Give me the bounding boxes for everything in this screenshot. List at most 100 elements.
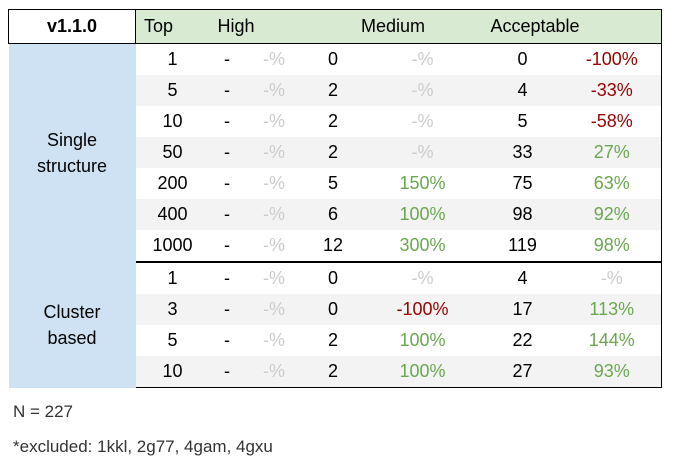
medium-pct-cell: -% (411, 111, 434, 131)
high-cell: - (224, 49, 230, 69)
table-body: Single structure 1- -% 0 -% 0 -100% 5- -% 2 -% 4 -33%… (8, 43, 662, 388)
acceptable-pct-cell: 63% (562, 168, 662, 199)
high-pct-cell: -% (244, 356, 304, 388)
medium-pct-cell: 100% (362, 199, 483, 230)
medium-pct-cell: -% (362, 75, 483, 106)
medium-pct-cell: -% (411, 268, 434, 288)
high-pct-cell: -% (244, 199, 304, 230)
high-cell: - (224, 111, 230, 131)
acceptable-cell: 98 (482, 199, 563, 230)
high-cell: - (224, 268, 230, 288)
high-pct-cell: -% (244, 75, 304, 106)
top-cell: 1000 (135, 230, 210, 263)
group-label-line: based (47, 327, 97, 348)
sample-size-note: N = 227 (13, 402, 74, 421)
group-label: Cluster based (8, 262, 136, 388)
header-row: v1.1.0 Top High Medium Acceptable (8, 9, 662, 44)
table-row: 3- -% 0 -100% 17 113% (9, 294, 662, 325)
acceptable-pct-cell: 93% (562, 356, 662, 388)
high-pct-cell: -% (263, 330, 285, 350)
table-row: 10 - -% 2 -% 5 -58% (9, 106, 662, 137)
acceptable-cell: 17 (482, 294, 563, 325)
high-cell: - (224, 330, 230, 350)
medium-pct-cell: -100% (362, 294, 483, 325)
medium-pct-cell: 150% (399, 173, 446, 193)
acceptable-pct-cell: 98% (562, 230, 662, 263)
top-cell: 200 (157, 173, 188, 193)
medium-header: Medium (303, 9, 483, 44)
high-cell: - (209, 137, 245, 168)
high-pct-cell: -% (263, 268, 285, 288)
table-row: 10- -% 2 100% 27 93% (9, 356, 662, 388)
acceptable-pct-cell: -58% (562, 106, 662, 137)
medium-pct-cell: -% (411, 49, 434, 69)
medium-pct-cell: -% (362, 137, 483, 168)
medium-pct-cell: 100% (399, 330, 446, 350)
acceptable-pct-cell: 27% (562, 137, 662, 168)
medium-cell: 2 (303, 137, 363, 168)
acceptable-header: Acceptable (482, 9, 662, 44)
acceptable-cell: 0 (517, 49, 528, 69)
medium-pct-cell: 100% (362, 356, 483, 388)
top-cell: 1 (167, 49, 178, 69)
medium-cell: 12 (303, 230, 363, 263)
medium-cell: 2 (327, 330, 338, 350)
medium-cell: 2 (303, 75, 363, 106)
results-table: v1.1.0 Top High Medium Acceptable Single… (8, 9, 662, 388)
acceptable-pct-cell: -% (562, 262, 662, 294)
medium-cell: 5 (327, 173, 338, 193)
excluded-note: *excluded: 1kkl, 2g77, 4gam, 4gxu (13, 437, 273, 456)
medium-cell: 0 (327, 268, 338, 288)
top-cell: 10 (135, 356, 210, 388)
medium-cell: 2 (303, 356, 363, 388)
table-row: 200 - -% 5 150% 75 63% (9, 168, 662, 199)
high-cell: - (209, 356, 245, 388)
table-row: 5 - -% 2 100% 22 144% (9, 325, 662, 356)
high-cell: - (224, 173, 230, 193)
acceptable-cell: 33 (482, 137, 563, 168)
table-row: Single structure 1- -% 0 -% 0 -100% (8, 43, 662, 262)
high-pct-cell: -% (244, 137, 304, 168)
group-label: Single structure (8, 43, 136, 262)
version-header: v1.1.0 (8, 9, 136, 44)
acceptable-cell: 119 (482, 230, 563, 263)
group-label-line: structure (36, 156, 108, 176)
high-cell: - (209, 75, 245, 106)
group-label-line: Single (46, 130, 98, 150)
top-header: Top (135, 9, 210, 44)
high-cell: - (209, 230, 245, 263)
top-cell: 5 (135, 75, 210, 106)
acceptable-pct-cell: 144% (562, 325, 662, 356)
medium-cell: 0 (327, 49, 338, 69)
acceptable-cell: 5 (517, 111, 528, 131)
acceptable-cell: 22 (512, 330, 533, 350)
table-row: 50- -% 2 -% 33 27% (9, 137, 662, 168)
table-row: 1000- -% 12 300% 119 98% (9, 230, 662, 263)
acceptable-cell: 75 (512, 173, 533, 193)
top-cell: 50 (135, 137, 210, 168)
acceptable-pct-cell: 113% (562, 294, 662, 325)
top-cell: 5 (167, 330, 178, 350)
high-pct-cell: -% (263, 49, 285, 69)
medium-cell: 2 (327, 111, 338, 131)
medium-cell: 6 (303, 199, 363, 230)
top-cell: 10 (162, 111, 183, 131)
high-header: High (209, 9, 304, 44)
high-cell: - (209, 294, 245, 325)
medium-cell: 0 (303, 294, 363, 325)
high-pct-cell: -% (244, 294, 304, 325)
acceptable-cell: 27 (482, 356, 563, 388)
high-pct-cell: -% (244, 230, 304, 263)
high-cell: - (209, 199, 245, 230)
table-row: 400- -% 6 100% 98 92% (9, 199, 662, 230)
high-pct-cell: -% (263, 111, 285, 131)
acceptable-pct-cell: -100% (562, 43, 662, 75)
top-cell: 400 (135, 199, 210, 230)
table-row: Cluster based 1- -% 0 -% 4 -% (8, 262, 662, 388)
table-row: 5- -% 2 -% 4 -33% (9, 75, 662, 106)
acceptable-cell: 4 (482, 75, 563, 106)
acceptable-pct-cell: -33% (562, 75, 662, 106)
high-pct-cell: -% (263, 173, 285, 193)
acceptable-cell: 4 (517, 268, 528, 288)
group-label-line: Cluster (43, 301, 101, 322)
